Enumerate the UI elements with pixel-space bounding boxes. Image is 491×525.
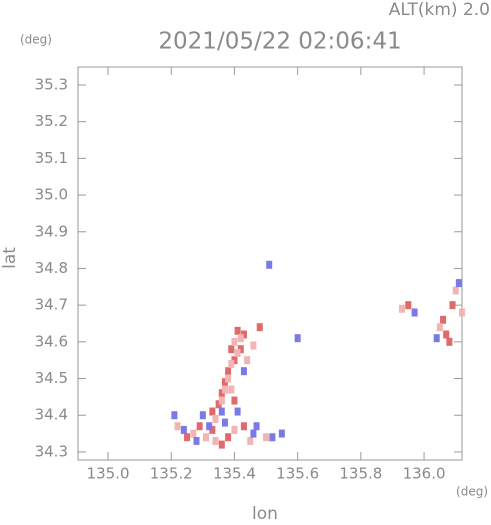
y-tick-label: 34.9 — [35, 222, 68, 240]
y-tick-label: 35.1 — [35, 149, 68, 167]
x-tick-label: 135.8 — [339, 465, 382, 483]
echo-cell — [221, 418, 228, 427]
echo-cell — [206, 422, 213, 431]
echo-cell — [231, 356, 238, 365]
echo-cell — [212, 436, 219, 445]
echo-cell — [218, 407, 225, 416]
x-tick-label: 135.2 — [150, 465, 193, 483]
echo-cell — [269, 433, 276, 442]
y-tick-label: 34.5 — [35, 369, 68, 387]
x-unit: (deg) — [456, 485, 488, 499]
y-tick-label: 34.4 — [35, 406, 68, 424]
echo-cell — [240, 367, 247, 376]
echo-cell — [228, 359, 235, 368]
echo-cell — [228, 345, 235, 354]
echo-cell — [225, 433, 232, 442]
echo-cell — [234, 348, 241, 357]
echo-cell — [237, 334, 244, 343]
echo-cell — [452, 286, 459, 295]
echo-cell — [278, 429, 285, 438]
echo-cell — [411, 308, 418, 317]
echo-cell — [209, 407, 216, 416]
x-axis-label: lon — [252, 504, 278, 521]
echo-cell — [247, 436, 254, 445]
echo-cell — [234, 407, 241, 416]
y-tick-label: 35.0 — [35, 186, 68, 204]
echo-cell — [196, 422, 203, 431]
echo-cell — [405, 301, 412, 310]
echo-cell — [294, 334, 301, 343]
echo-cell — [449, 301, 456, 310]
y-axis-label: lat — [0, 247, 20, 269]
echo-cell — [225, 374, 232, 383]
y-tick-label: 34.3 — [35, 442, 68, 460]
y-tick-label: 34.7 — [35, 296, 68, 314]
y-tick-label: 35.3 — [35, 75, 68, 93]
echo-cell — [231, 425, 238, 434]
echo-cell — [436, 323, 443, 332]
y-tick-label: 35.2 — [35, 112, 68, 130]
echo-cell — [440, 315, 447, 324]
echo-cell — [218, 396, 225, 405]
echo-cell — [250, 341, 257, 350]
echo-cell — [209, 425, 216, 434]
echo-cell — [250, 429, 257, 438]
echo-cell — [240, 422, 247, 431]
echo-cell — [266, 260, 273, 269]
echo-cell — [228, 385, 235, 394]
echo-cell — [443, 330, 450, 339]
echo-cell — [225, 367, 232, 376]
x-tick-label: 135.6 — [276, 465, 319, 483]
echo-cell — [193, 436, 200, 445]
x-tick-label: 135.4 — [213, 465, 256, 483]
echo-cell — [256, 323, 263, 332]
echo-cell — [253, 422, 260, 431]
echo-cell — [263, 433, 270, 442]
y-tick-label: 34.6 — [35, 332, 68, 350]
echo-cell — [199, 411, 206, 420]
echo-cell — [190, 429, 197, 438]
echo-cell — [237, 345, 244, 354]
echo-cell — [240, 330, 247, 339]
echo-cell — [231, 396, 238, 405]
echo-cell — [459, 308, 465, 317]
echo-cell — [221, 378, 228, 387]
echo-cell — [234, 326, 241, 335]
echo-cell — [180, 425, 187, 434]
echo-cell — [244, 356, 251, 365]
echo-cell — [398, 304, 405, 313]
echo-cell — [174, 422, 181, 431]
echo-cell — [184, 433, 191, 442]
echo-cell — [433, 334, 440, 343]
echo-cell — [171, 411, 178, 420]
plot-frame — [77, 66, 463, 461]
chart-title: 2021/05/22 02:06:41 — [158, 29, 401, 55]
x-tick-label: 136.0 — [403, 465, 446, 483]
y-unit: (deg) — [20, 33, 52, 47]
echo-cell — [455, 279, 462, 288]
echo-cell — [212, 414, 219, 423]
echo-cell — [221, 385, 228, 394]
echo-cell — [231, 337, 238, 346]
x-tick-label: 135.0 — [87, 465, 130, 483]
subtitle: ALT(km) 2.0 — [389, 0, 490, 20]
echo-cell — [203, 433, 209, 442]
echo-cell — [218, 440, 225, 449]
y-tick-label: 34.8 — [35, 259, 68, 277]
echo-cell — [215, 400, 222, 409]
echo-cell — [218, 389, 225, 398]
echo-cell — [446, 337, 453, 346]
